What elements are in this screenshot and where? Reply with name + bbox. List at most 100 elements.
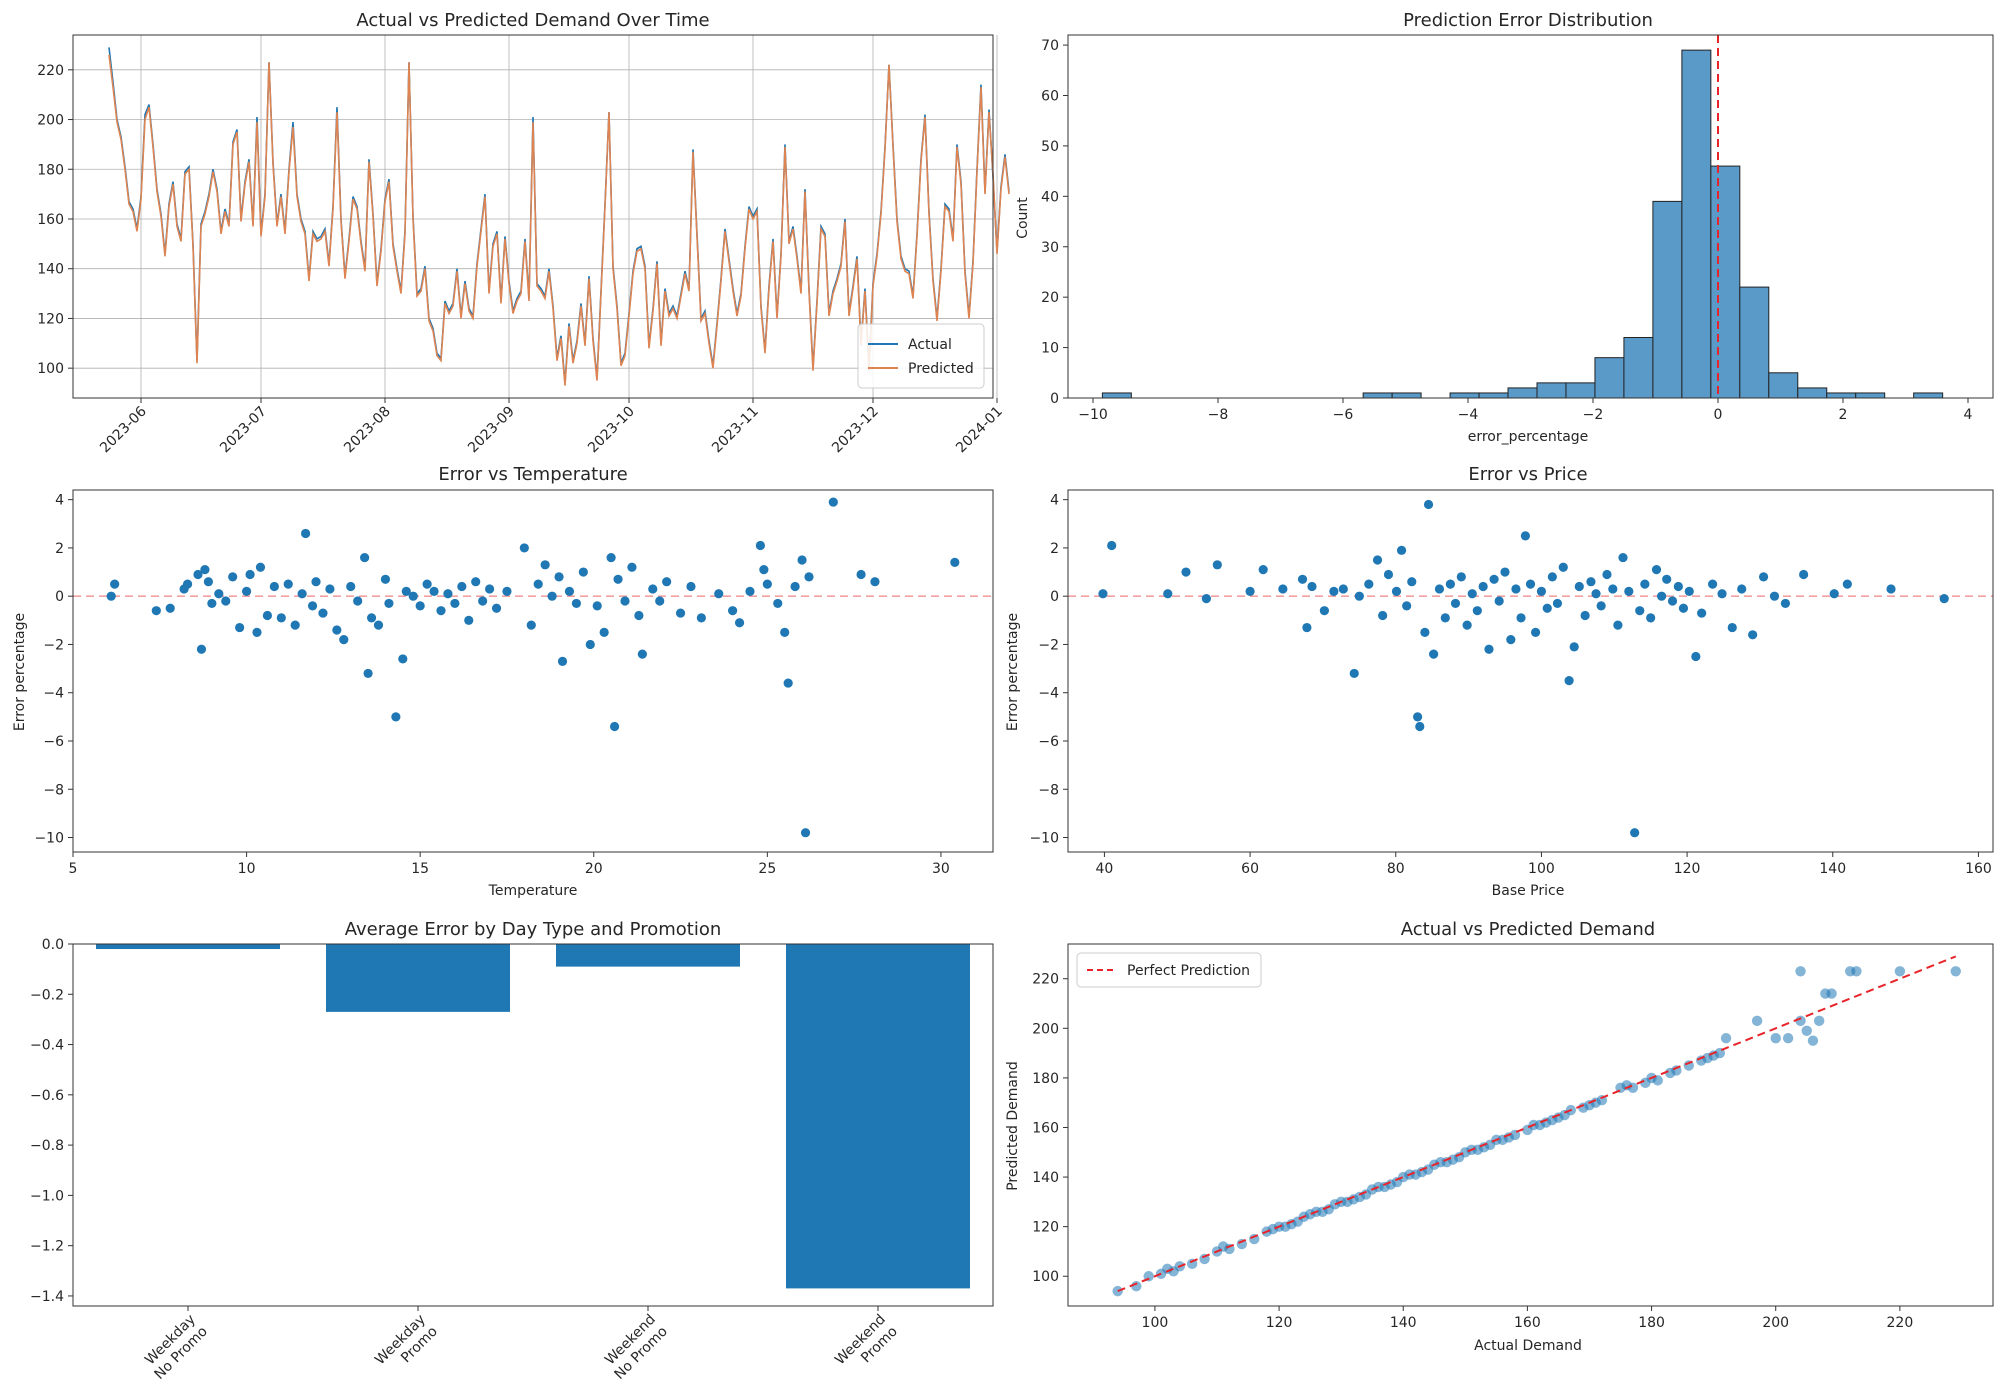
err-temp-point-85 <box>734 618 745 628</box>
err-temp-point-62 <box>554 572 564 582</box>
err-temp-point-94 <box>797 555 807 565</box>
avp-legend-label: Perfect Prediction <box>1127 963 1250 979</box>
err-price-point-8 <box>1278 584 1288 594</box>
histogram-bar-14 <box>1507 387 1538 399</box>
avp-point-87 <box>1807 1035 1819 1046</box>
err-temp-point-22 <box>283 579 293 589</box>
err-price-point-65 <box>1624 586 1634 596</box>
err-price-point-71 <box>1657 591 1667 601</box>
err-temp-ytick-0: −10 <box>34 831 64 847</box>
histogram-xtick-1: −8 <box>1208 407 1229 423</box>
timeseries-xtick-7: 2024-01 <box>953 404 1006 457</box>
avp-xtick-2: 140 <box>1390 1315 1417 1331</box>
err-price-point-77 <box>1691 651 1701 662</box>
avp-point-81 <box>1751 1015 1763 1027</box>
err-temp-point-51 <box>464 615 474 625</box>
avp-point-85 <box>1795 966 1806 977</box>
err-temp-point-63 <box>557 656 568 666</box>
err-price-point-58 <box>1586 577 1596 587</box>
err-price-point-27 <box>1420 627 1430 637</box>
err-temp-point-65 <box>571 598 581 609</box>
err-temp-point-23 <box>290 620 300 630</box>
err-temp-point-32 <box>346 581 356 592</box>
histogram-xtick-4: −2 <box>1583 407 1604 423</box>
err-price-point-49 <box>1536 586 1547 596</box>
avp-point-83 <box>1782 1033 1794 1044</box>
err-temp-point-57 <box>519 543 529 553</box>
err-temp-point-0 <box>106 591 116 601</box>
histogram-chart: Prediction Error Distribution error_perc… <box>1015 10 1994 445</box>
err-price-point-3 <box>1181 567 1191 577</box>
timeseries-ytick-1: 120 <box>37 311 64 327</box>
err-price-point-52 <box>1552 598 1563 609</box>
err-temp-point-71 <box>609 721 620 732</box>
err-price-point-79 <box>1707 579 1718 589</box>
err-temp-point-15 <box>241 586 252 596</box>
avg-error-bar-2 <box>556 944 740 967</box>
timeseries-ytick-2: 140 <box>37 262 64 278</box>
err-price-point-1 <box>1107 540 1117 551</box>
err-temp-point-1 <box>110 579 120 589</box>
err-temp-point-29 <box>325 584 335 594</box>
err-temp-point-84 <box>728 606 738 616</box>
err-price-title: Error vs Price <box>1468 464 1587 485</box>
err-temp-point-92 <box>783 678 793 688</box>
histogram-bar-21 <box>1710 165 1741 399</box>
err-price-point-62 <box>1608 584 1618 594</box>
err-price-point-15 <box>1349 668 1359 679</box>
err-temp-point-35 <box>363 668 373 679</box>
avg-error-ytick-0: 0.0 <box>42 937 64 953</box>
histogram-ytick-3: 30 <box>1041 240 1059 256</box>
histogram-bar-13 <box>1478 392 1509 399</box>
err-temp-point-33 <box>353 596 363 606</box>
err-price-point-30 <box>1434 584 1445 594</box>
avp-xtick-1: 120 <box>1266 1315 1293 1331</box>
err-temp-xlabel: Temperature <box>488 883 578 899</box>
err-price-point-5 <box>1212 560 1222 570</box>
err-price-point-86 <box>1780 598 1791 609</box>
err-price-point-73 <box>1667 596 1678 606</box>
avg-error-frame <box>72 943 994 1307</box>
err-price-point-78 <box>1697 608 1707 618</box>
err-price-point-89 <box>1842 579 1852 589</box>
err-temp-point-55 <box>491 603 502 613</box>
histogram-ytick-5: 50 <box>1041 139 1059 155</box>
err-price-point-67 <box>1635 606 1645 616</box>
err-temp-point-34 <box>360 552 370 563</box>
err-price-point-32 <box>1445 579 1455 589</box>
err-temp-ytick-5: 0 <box>55 589 64 605</box>
histogram-bar-9 <box>1362 392 1393 399</box>
err-temp-ytick-7: 4 <box>55 493 64 509</box>
err-temp-point-6 <box>193 569 203 580</box>
err-price-point-34 <box>1456 572 1466 582</box>
histogram-ytick-6: 60 <box>1041 89 1059 105</box>
err-temp-point-12 <box>221 596 231 606</box>
histogram-xtick-5: 0 <box>1714 407 1723 423</box>
histogram-bar-23 <box>1768 372 1799 399</box>
err-temp-xtick-3: 20 <box>585 861 603 877</box>
err-temp-xtick-1: 10 <box>238 861 256 877</box>
err-temp-point-24 <box>297 589 307 599</box>
avg-error-chart: Average Error by Day Type and Promotion … <box>30 919 994 1383</box>
histogram-xlabel: error_percentage <box>1468 429 1589 445</box>
avg-error-ytick-3: −0.6 <box>30 1088 64 1104</box>
err-price-point-44 <box>1511 584 1521 594</box>
err-price-point-70 <box>1651 565 1662 575</box>
err-price-point-69 <box>1646 613 1656 623</box>
err-price-point-66 <box>1630 828 1640 838</box>
err-price-xtick-2: 80 <box>1387 861 1405 877</box>
err-temp-point-17 <box>252 627 262 637</box>
err-price-point-76 <box>1684 586 1694 596</box>
avp-legend-box <box>1076 952 1262 988</box>
err-temp-point-40 <box>391 712 401 722</box>
err-price-point-45 <box>1516 613 1526 623</box>
avp-point-86 <box>1801 1025 1812 1036</box>
err-price-ytick-1: −8 <box>1038 782 1059 798</box>
err-temp-point-9 <box>203 577 213 587</box>
err-price-point-48 <box>1530 627 1541 637</box>
err-price-point-21 <box>1391 586 1402 596</box>
timeseries-ytick-5: 200 <box>37 113 64 129</box>
err-price-point-14 <box>1338 584 1348 594</box>
err-price-point-63 <box>1613 620 1623 630</box>
timeseries-chart: Actual vs Predicted Demand Over Time 202… <box>37 10 1010 457</box>
